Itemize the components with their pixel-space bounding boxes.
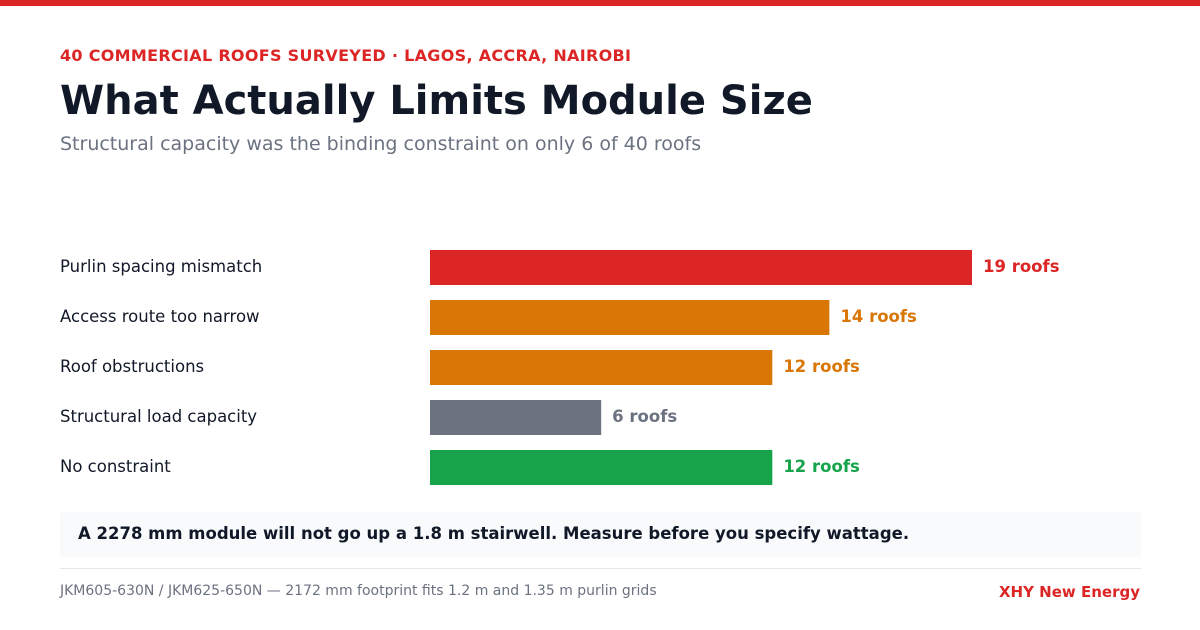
top-accent-bar bbox=[0, 0, 1200, 6]
category-label-no-constraint: No constraint bbox=[60, 457, 171, 476]
value-label-purlin-spacing-mismatch: 19 roofs bbox=[983, 257, 1060, 276]
category-label-purlin-spacing-mismatch: Purlin spacing mismatch bbox=[60, 257, 262, 276]
category-label-roof-obstructions: Roof obstructions bbox=[60, 357, 204, 376]
value-label-no-constraint: 12 roofs bbox=[783, 457, 860, 476]
category-label-structural-load-capacity: Structural load capacity bbox=[60, 407, 257, 426]
footer-note: JKM605-630N / JKM625-650N — 2172 mm foot… bbox=[60, 583, 657, 599]
bar-roof-obstructions bbox=[430, 350, 773, 385]
eyebrow-label: 40 COMMERCIAL ROOFS SURVEYED · LAGOS, AC… bbox=[60, 46, 632, 65]
bar-purlin-spacing-mismatch bbox=[430, 250, 972, 285]
callout-box: A 2278 mm module will not go up a 1.8 m … bbox=[60, 512, 1141, 557]
value-label-roof-obstructions: 12 roofs bbox=[783, 357, 860, 376]
category-label-access-route-too-narrow: Access route too narrow bbox=[60, 307, 260, 326]
value-label-access-route-too-narrow: 14 roofs bbox=[840, 307, 917, 326]
bar-no-constraint bbox=[430, 450, 773, 485]
brand-name: XHY New Energy bbox=[998, 583, 1140, 601]
value-label-structural-load-capacity: 6 roofs bbox=[612, 407, 677, 426]
bar-access-route-too-narrow bbox=[430, 300, 830, 335]
page-title: What Actually Limits Module Size bbox=[60, 78, 813, 124]
footer-divider bbox=[60, 568, 1141, 569]
callout-text: A 2278 mm module will not go up a 1.8 m … bbox=[78, 524, 910, 543]
bar-structural-load-capacity bbox=[430, 400, 602, 435]
page-subtitle: Structural capacity was the binding cons… bbox=[60, 133, 702, 155]
